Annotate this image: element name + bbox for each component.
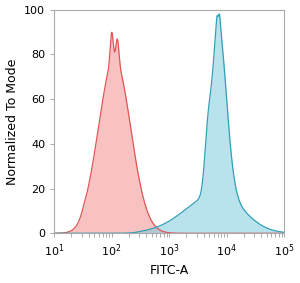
Y-axis label: Normalized To Mode: Normalized To Mode: [6, 58, 19, 185]
X-axis label: FITC-A: FITC-A: [149, 264, 189, 277]
